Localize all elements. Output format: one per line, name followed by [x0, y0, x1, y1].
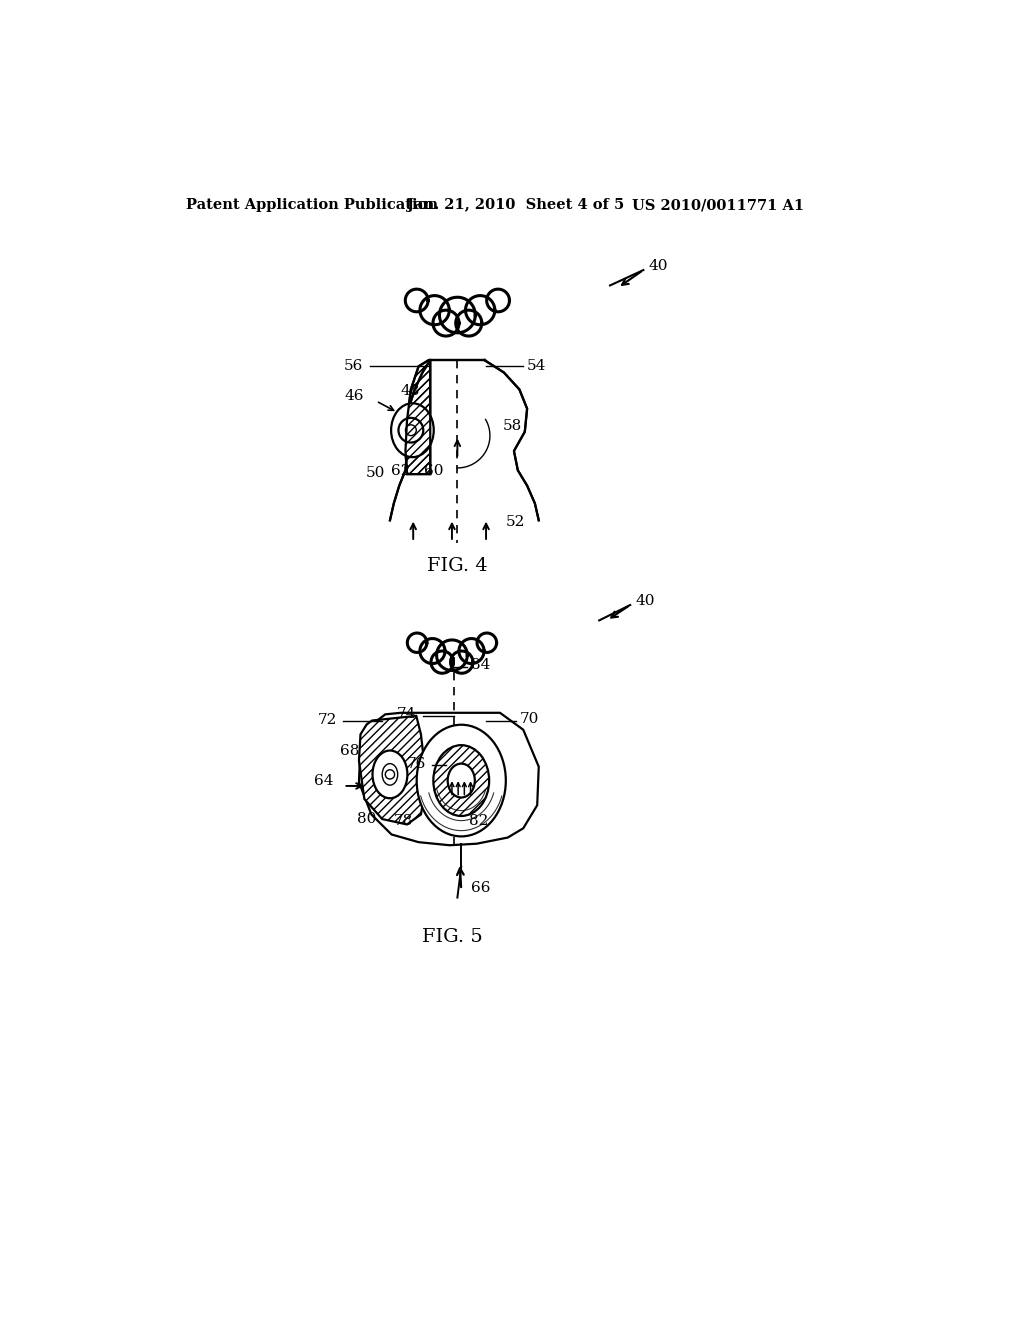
Circle shape — [420, 639, 445, 664]
Text: 72: 72 — [317, 714, 337, 727]
Text: FIG. 5: FIG. 5 — [422, 928, 482, 946]
Text: 74: 74 — [397, 708, 417, 721]
Circle shape — [466, 296, 495, 325]
Text: 80: 80 — [356, 812, 376, 826]
Circle shape — [459, 639, 484, 664]
Circle shape — [406, 425, 417, 436]
Ellipse shape — [447, 763, 475, 797]
Circle shape — [486, 289, 510, 312]
Circle shape — [408, 634, 427, 652]
Text: 64: 64 — [314, 774, 334, 788]
Polygon shape — [406, 289, 428, 312]
Text: 40: 40 — [636, 594, 655, 609]
Text: 40: 40 — [649, 259, 669, 273]
Text: 70: 70 — [519, 711, 539, 726]
Circle shape — [431, 651, 454, 673]
Polygon shape — [466, 296, 495, 325]
Text: 56: 56 — [343, 359, 362, 374]
Text: 58: 58 — [503, 420, 521, 433]
Circle shape — [456, 310, 481, 337]
Text: 46: 46 — [344, 388, 364, 403]
Polygon shape — [439, 297, 475, 333]
Text: 76: 76 — [407, 756, 426, 771]
Text: 68: 68 — [340, 744, 359, 758]
Text: US 2010/0011771 A1: US 2010/0011771 A1 — [632, 198, 804, 213]
Text: 66: 66 — [471, 882, 490, 895]
Ellipse shape — [382, 763, 397, 785]
Circle shape — [451, 651, 473, 673]
Ellipse shape — [373, 751, 408, 799]
Polygon shape — [359, 715, 426, 825]
Text: 62: 62 — [391, 465, 411, 478]
Text: 48: 48 — [400, 384, 420, 397]
Polygon shape — [420, 639, 445, 664]
Text: FIG. 4: FIG. 4 — [427, 557, 487, 576]
Circle shape — [477, 634, 497, 652]
Polygon shape — [477, 634, 497, 652]
Polygon shape — [406, 360, 430, 474]
Ellipse shape — [391, 404, 434, 457]
Polygon shape — [456, 310, 481, 337]
Text: 50: 50 — [366, 466, 385, 479]
Text: Patent Application Publication: Patent Application Publication — [186, 198, 438, 213]
Polygon shape — [459, 639, 484, 664]
Text: 54: 54 — [527, 359, 547, 374]
Text: Jan. 21, 2010  Sheet 4 of 5: Jan. 21, 2010 Sheet 4 of 5 — [407, 198, 625, 213]
Polygon shape — [408, 634, 427, 652]
Circle shape — [433, 310, 459, 337]
Circle shape — [398, 418, 423, 442]
Circle shape — [385, 770, 394, 779]
Polygon shape — [433, 310, 459, 337]
Polygon shape — [436, 640, 467, 671]
Ellipse shape — [417, 725, 506, 837]
Circle shape — [436, 640, 467, 671]
Polygon shape — [431, 651, 454, 673]
Polygon shape — [359, 713, 539, 845]
Ellipse shape — [433, 744, 489, 816]
Circle shape — [420, 296, 450, 325]
Circle shape — [439, 297, 475, 333]
Circle shape — [406, 289, 428, 312]
Text: 78: 78 — [394, 813, 414, 828]
Text: 52: 52 — [506, 515, 525, 529]
Text: 60: 60 — [424, 465, 443, 478]
Text: 84: 84 — [471, 659, 489, 672]
Polygon shape — [486, 289, 510, 312]
Text: 82: 82 — [469, 813, 488, 828]
Polygon shape — [390, 360, 539, 536]
Polygon shape — [420, 296, 450, 325]
Polygon shape — [451, 651, 473, 673]
